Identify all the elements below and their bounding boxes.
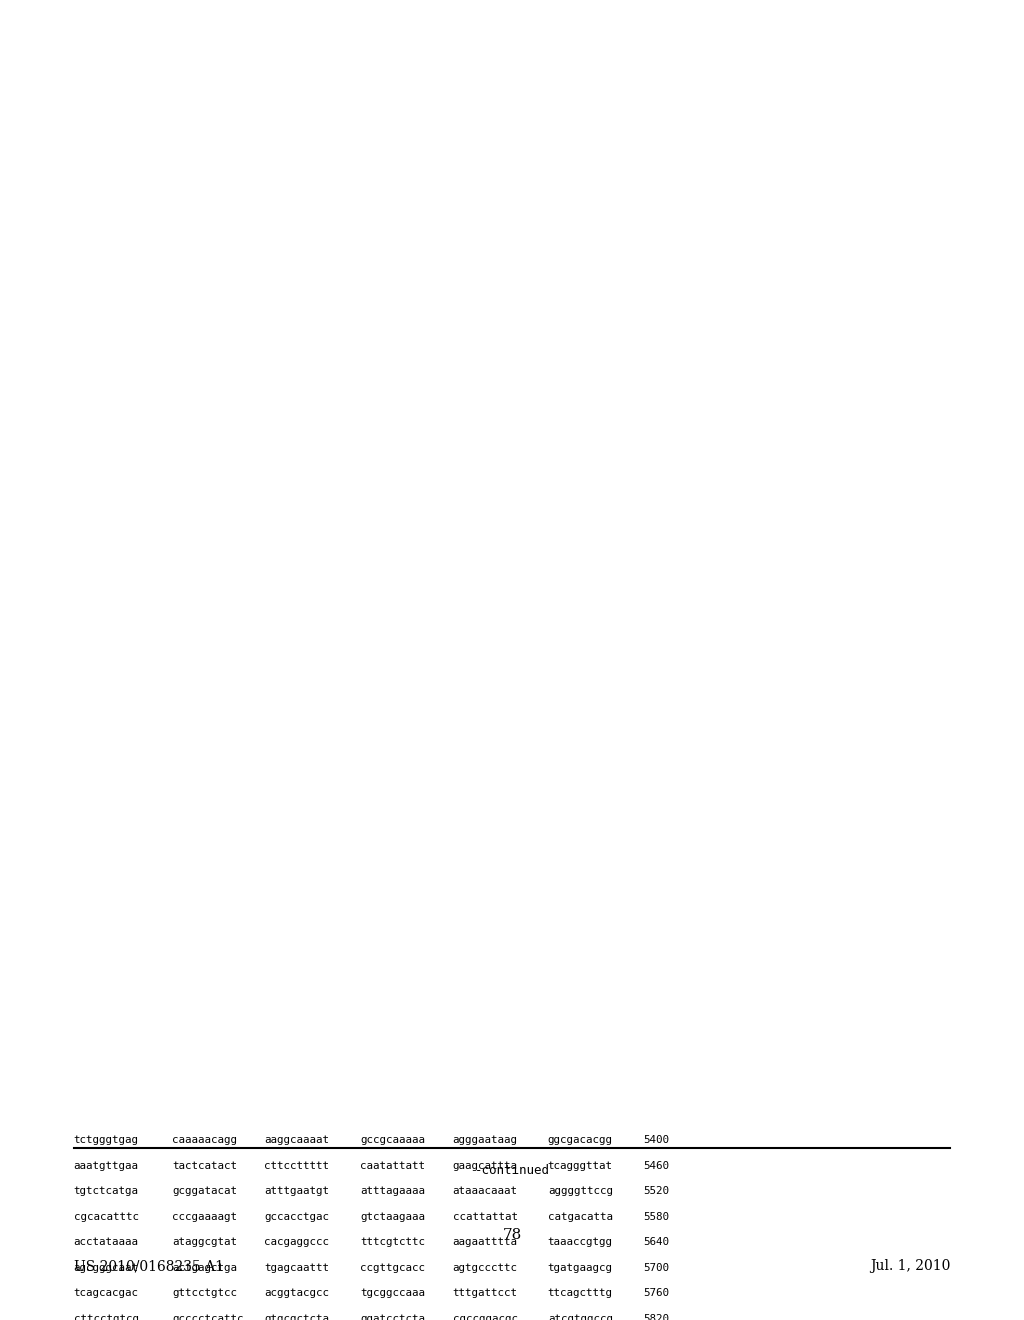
Text: tgagcaattt: tgagcaattt xyxy=(264,1262,329,1272)
Text: 5700: 5700 xyxy=(643,1262,669,1272)
Text: catgacatta: catgacatta xyxy=(548,1212,612,1221)
Text: gtctaagaaa: gtctaagaaa xyxy=(360,1212,425,1221)
Text: cccgaaaagt: cccgaaaagt xyxy=(172,1212,237,1221)
Text: 5820: 5820 xyxy=(643,1313,669,1320)
Text: tactcatact: tactcatact xyxy=(172,1160,237,1171)
Text: gccacctgac: gccacctgac xyxy=(264,1212,329,1221)
Text: ttcagctttg: ttcagctttg xyxy=(548,1288,612,1298)
Text: caaaaacagg: caaaaacagg xyxy=(172,1135,237,1146)
Text: gttcctgtcc: gttcctgtcc xyxy=(172,1288,237,1298)
Text: ccgttgcacc: ccgttgcacc xyxy=(360,1262,425,1272)
Text: atttagaaaa: atttagaaaa xyxy=(360,1187,425,1196)
Text: ggcgacacgg: ggcgacacgg xyxy=(548,1135,612,1146)
Text: tctgggtgag: tctgggtgag xyxy=(74,1135,138,1146)
Text: aaggcaaaat: aaggcaaaat xyxy=(264,1135,329,1146)
Text: ataggcgtat: ataggcgtat xyxy=(172,1237,237,1247)
Text: taaaccgtgg: taaaccgtgg xyxy=(548,1237,612,1247)
Text: gtgcgctcta: gtgcgctcta xyxy=(264,1313,329,1320)
Text: atcgtggccg: atcgtggccg xyxy=(548,1313,612,1320)
Text: cgccggacgc: cgccggacgc xyxy=(453,1313,517,1320)
Text: tcagggttat: tcagggttat xyxy=(548,1160,612,1171)
Text: actgagctga: actgagctga xyxy=(172,1262,237,1272)
Text: agcgggcaat: agcgggcaat xyxy=(74,1262,138,1272)
Text: 5760: 5760 xyxy=(643,1288,669,1298)
Text: gccgcaaaaa: gccgcaaaaa xyxy=(360,1135,425,1146)
Text: caatattatt: caatattatt xyxy=(360,1160,425,1171)
Text: 5400: 5400 xyxy=(643,1135,669,1146)
Text: tgtctcatga: tgtctcatga xyxy=(74,1187,138,1196)
Text: tgatgaagcg: tgatgaagcg xyxy=(548,1262,612,1272)
Text: gaagcattta: gaagcattta xyxy=(453,1160,517,1171)
Text: 5580: 5580 xyxy=(643,1212,669,1221)
Text: tttcgtcttc: tttcgtcttc xyxy=(360,1237,425,1247)
Text: US 2010/0168235 A1: US 2010/0168235 A1 xyxy=(74,1259,223,1274)
Text: tgcggccaaa: tgcggccaaa xyxy=(360,1288,425,1298)
Text: acggtacgcc: acggtacgcc xyxy=(264,1288,329,1298)
Text: gcggatacat: gcggatacat xyxy=(172,1187,237,1196)
Text: tttgattcct: tttgattcct xyxy=(453,1288,517,1298)
Text: ataaacaaat: ataaacaaat xyxy=(453,1187,517,1196)
Text: ggatcctcta: ggatcctcta xyxy=(360,1313,425,1320)
Text: cacgaggccc: cacgaggccc xyxy=(264,1237,329,1247)
Text: Jul. 1, 2010: Jul. 1, 2010 xyxy=(870,1259,950,1274)
Text: aagaatttta: aagaatttta xyxy=(453,1237,517,1247)
Text: 5460: 5460 xyxy=(643,1160,669,1171)
Text: -continued: -continued xyxy=(474,1164,550,1177)
Text: agtgcccttc: agtgcccttc xyxy=(453,1262,517,1272)
Text: cgcacatttc: cgcacatttc xyxy=(74,1212,138,1221)
Text: tcagcacgac: tcagcacgac xyxy=(74,1288,138,1298)
Text: atttgaatgt: atttgaatgt xyxy=(264,1187,329,1196)
Text: cttcctgtcg: cttcctgtcg xyxy=(74,1313,138,1320)
Text: 5640: 5640 xyxy=(643,1237,669,1247)
Text: ccattattat: ccattattat xyxy=(453,1212,517,1221)
Text: 5520: 5520 xyxy=(643,1187,669,1196)
Text: gcccctcattc: gcccctcattc xyxy=(172,1313,244,1320)
Text: acctataaaa: acctataaaa xyxy=(74,1237,138,1247)
Text: 78: 78 xyxy=(503,1228,521,1242)
Text: agggaataag: agggaataag xyxy=(453,1135,517,1146)
Text: cttccttttt: cttccttttt xyxy=(264,1160,329,1171)
Text: aggggttccg: aggggttccg xyxy=(548,1187,612,1196)
Text: aaatgttgaa: aaatgttgaa xyxy=(74,1160,138,1171)
